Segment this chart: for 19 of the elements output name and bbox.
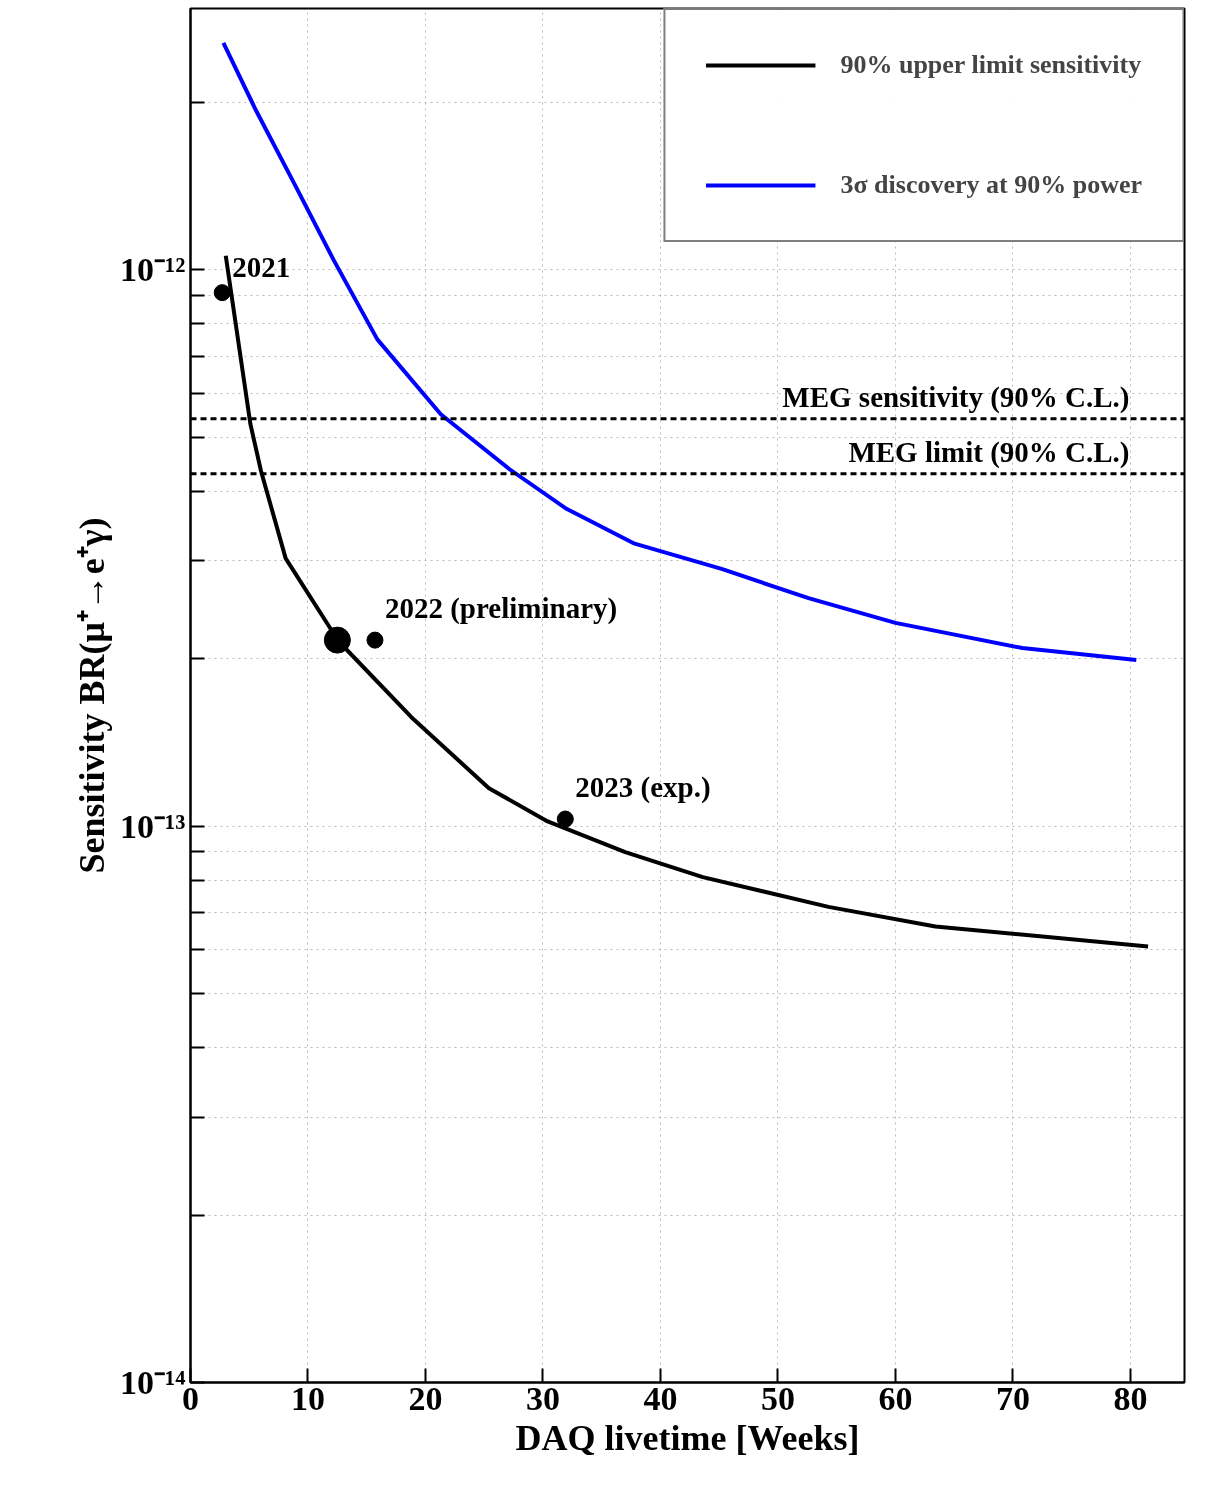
ref-line-label: MEG sensitivity (90% C.L.) [782, 380, 1130, 414]
x-tick-label: 70 [995, 1379, 1030, 1417]
x-tick-label: 60 [878, 1379, 913, 1417]
x-tick-label: 10 [290, 1379, 325, 1417]
x-tick-label: 20 [408, 1379, 443, 1417]
x-tick-label: 40 [643, 1379, 678, 1417]
x-tick-label: 50 [760, 1379, 795, 1417]
annotation: 2022 (preliminary) [384, 592, 618, 626]
y-axis-title: Sensitivity BR(μ⁺→e⁺γ) [72, 517, 113, 874]
x-tick-label: 80 [1113, 1379, 1148, 1417]
ref-line-label: MEG limit (90% C.L.) [848, 435, 1130, 469]
annotation: 2023 (exp.) [575, 771, 711, 805]
annotation: 2021 [232, 250, 291, 283]
legend-label: 90% upper limit sensitivity [840, 50, 1142, 80]
y-tick-label: 10⁻¹³ [120, 807, 186, 845]
x-axis-title: DAQ livetime [Weeks] [515, 1417, 860, 1458]
x-tick-label: 30 [525, 1379, 560, 1417]
y-tick-label: 10⁻¹² [120, 251, 186, 289]
legend-label: 3σ discovery at 90% power [840, 170, 1142, 200]
